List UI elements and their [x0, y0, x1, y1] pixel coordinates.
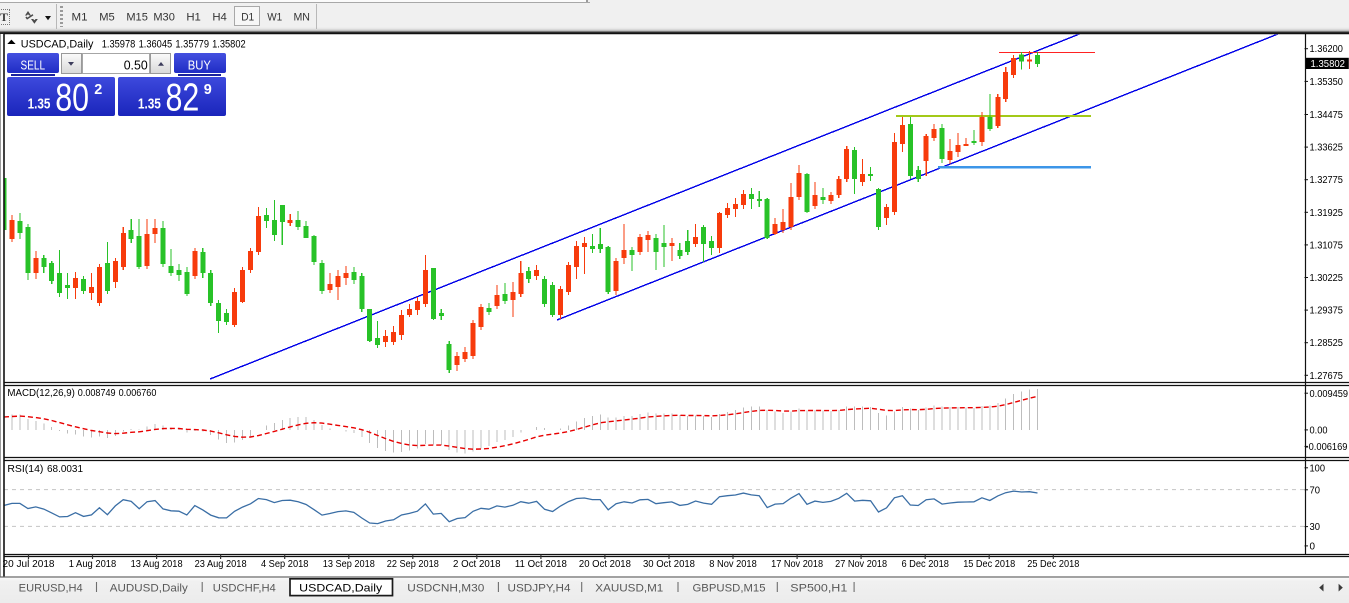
svg-text:1.35779: 1.35779	[175, 39, 209, 51]
svg-text:9: 9	[204, 81, 212, 98]
svg-text:6 Dec 2018: 6 Dec 2018	[901, 558, 949, 570]
svg-text:M5: M5	[99, 11, 115, 23]
svg-text:0.008749: 0.008749	[78, 388, 116, 399]
svg-text:68.0031: 68.0031	[47, 464, 83, 475]
svg-text:70: 70	[1310, 485, 1321, 496]
svg-text:D1: D1	[241, 11, 254, 23]
svg-text:1 Aug 2018: 1 Aug 2018	[69, 558, 117, 570]
svg-text:H4: H4	[212, 11, 227, 23]
svg-text:1.33625: 1.33625	[1310, 143, 1344, 154]
svg-text:0.00: 0.00	[1310, 426, 1328, 437]
svg-text:EURUSD,H4: EURUSD,H4	[19, 582, 83, 594]
svg-text:0.006760: 0.006760	[119, 388, 157, 399]
svg-text:8 Nov 2018: 8 Nov 2018	[709, 558, 757, 570]
svg-text:2: 2	[94, 81, 102, 98]
svg-text:1.29375: 1.29375	[1310, 306, 1344, 317]
svg-text:AUDUSD,Daily: AUDUSD,Daily	[110, 582, 189, 594]
svg-text:23 Aug 2018: 23 Aug 2018	[195, 558, 247, 570]
svg-text:30 Oct 2018: 30 Oct 2018	[643, 558, 695, 570]
svg-text:1.31925: 1.31925	[1310, 208, 1344, 219]
svg-text:13 Aug 2018: 13 Aug 2018	[131, 558, 183, 570]
svg-text:H1: H1	[186, 11, 201, 23]
svg-text:17 Nov 2018: 17 Nov 2018	[771, 558, 823, 570]
svg-text:82: 82	[166, 76, 200, 119]
svg-text:1.28525: 1.28525	[1310, 338, 1344, 349]
svg-text:4 Sep 2018: 4 Sep 2018	[261, 558, 309, 570]
svg-text:80: 80	[55, 76, 89, 119]
svg-text:13 Sep 2018: 13 Sep 2018	[323, 558, 375, 570]
svg-text:20 Oct 2018: 20 Oct 2018	[579, 558, 631, 570]
svg-text:RSI(14): RSI(14)	[7, 464, 43, 475]
svg-text:SP500,H1: SP500,H1	[790, 582, 847, 594]
svg-text:M1: M1	[72, 11, 88, 23]
svg-text:1.34475: 1.34475	[1310, 110, 1344, 121]
svg-text:25 Dec 2018: 25 Dec 2018	[1027, 558, 1079, 570]
svg-text:-0.006169: -0.006169	[1306, 442, 1348, 453]
svg-text:1.35: 1.35	[28, 96, 51, 112]
svg-text:1.30225: 1.30225	[1310, 273, 1344, 284]
svg-text:0.009459: 0.009459	[1310, 389, 1349, 400]
svg-text:1.35: 1.35	[138, 96, 161, 112]
svg-text:W1: W1	[267, 11, 282, 23]
svg-text:1.35978: 1.35978	[102, 39, 136, 51]
svg-text:USDJPY,H4: USDJPY,H4	[508, 582, 571, 594]
svg-text:1.35802: 1.35802	[212, 39, 246, 51]
svg-text:27 Nov 2018: 27 Nov 2018	[835, 558, 887, 570]
svg-text:2 Oct 2018: 2 Oct 2018	[453, 558, 501, 570]
svg-text:100: 100	[1310, 463, 1326, 474]
svg-text:22 Sep 2018: 22 Sep 2018	[387, 558, 439, 570]
svg-text:USDCHF,H4: USDCHF,H4	[213, 582, 276, 594]
svg-text:BUY: BUY	[188, 58, 212, 72]
svg-text:USDCAD,Daily: USDCAD,Daily	[21, 39, 94, 51]
svg-text:11 Oct 2018: 11 Oct 2018	[515, 558, 567, 570]
svg-text:0.50: 0.50	[124, 57, 148, 72]
svg-text:USDCNH,M30: USDCNH,M30	[407, 582, 484, 594]
svg-text:1.27675: 1.27675	[1310, 371, 1344, 382]
svg-text:0: 0	[1310, 542, 1316, 553]
svg-text:1.36045: 1.36045	[139, 39, 173, 51]
svg-text:15 Dec 2018: 15 Dec 2018	[963, 558, 1015, 570]
svg-text:USDCAD,Daily: USDCAD,Daily	[299, 582, 383, 594]
svg-text:SELL: SELL	[21, 58, 46, 72]
svg-text:1.36200: 1.36200	[1310, 44, 1344, 55]
svg-text:20 Jul 2018: 20 Jul 2018	[3, 558, 55, 570]
svg-text:1.31075: 1.31075	[1310, 240, 1344, 251]
svg-text:MN: MN	[293, 11, 310, 23]
svg-text:1.35802: 1.35802	[1311, 59, 1346, 70]
svg-text:1.35350: 1.35350	[1310, 77, 1344, 88]
svg-text:MACD(12,26,9): MACD(12,26,9)	[7, 388, 75, 399]
svg-text:1.32775: 1.32775	[1310, 175, 1344, 186]
svg-text:XAUUSD,M1: XAUUSD,M1	[595, 582, 663, 594]
svg-text:M15: M15	[126, 11, 148, 23]
svg-text:GBPUSD,M15: GBPUSD,M15	[693, 582, 766, 594]
svg-text:30: 30	[1310, 522, 1321, 533]
svg-text:M30: M30	[153, 11, 175, 23]
